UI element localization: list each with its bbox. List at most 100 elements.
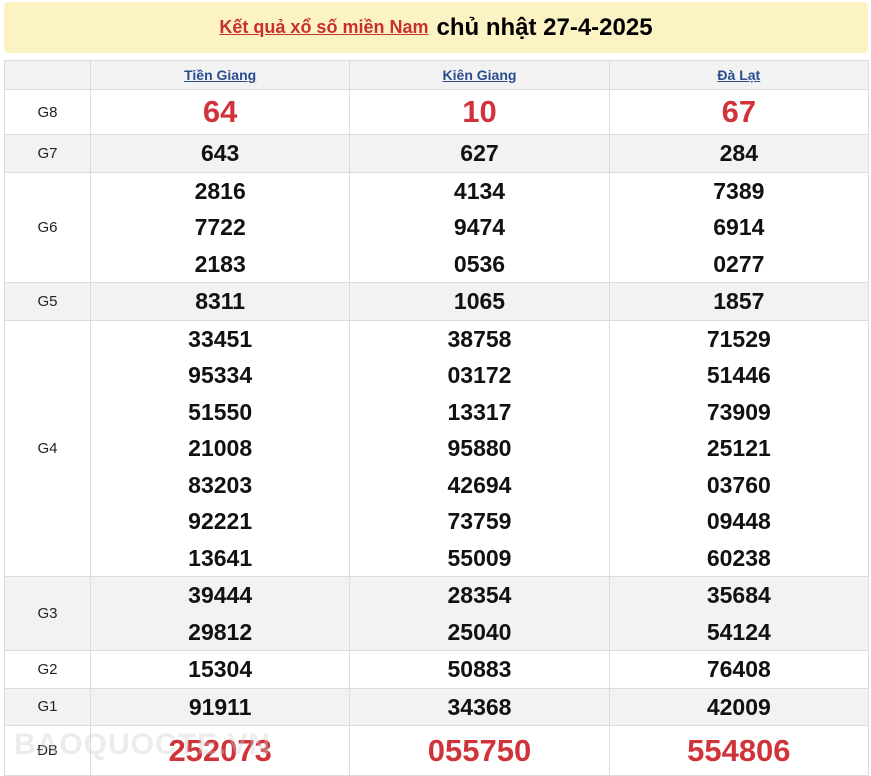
prize-label: ĐB	[4, 725, 91, 776]
result-number: 67	[721, 94, 757, 129]
result-cell: 284	[608, 134, 870, 173]
result-cell: 76408	[608, 650, 870, 689]
result-number: 284	[719, 140, 759, 166]
result-cell: 4134 9474 0536	[349, 171, 610, 283]
province-link[interactable]: Đà Lạt	[717, 67, 761, 83]
result-number: 7722	[194, 214, 246, 240]
result-number: 83203	[188, 471, 253, 498]
result-cell: 42009	[608, 687, 870, 726]
result-number: 0536	[453, 250, 506, 277]
result-number: 252073	[168, 733, 272, 768]
result-number: 03172	[447, 362, 512, 388]
result-number: 71529	[706, 325, 771, 352]
prize-label: G2	[4, 650, 91, 689]
result-number: 51446	[706, 362, 771, 388]
result-number: 95334	[188, 362, 253, 388]
result-number: 60238	[706, 544, 771, 571]
result-number: 33451	[188, 325, 253, 352]
result-cell: 2816 7722 2183	[89, 171, 351, 283]
result-cell: 8311	[89, 282, 351, 321]
prize-label: G4	[4, 319, 91, 577]
results-link[interactable]: Kết quả xổ số miền Nam	[219, 17, 429, 37]
result-number: 10	[462, 94, 497, 129]
result-number: 9474	[453, 214, 506, 240]
province-link[interactable]: Tiền Giang	[184, 67, 257, 83]
prize-row-8: ĐB 252073 055750 554806	[4, 725, 870, 776]
result-number: 15304	[188, 656, 253, 682]
result-number: 42009	[706, 693, 771, 720]
result-number: 2183	[194, 250, 246, 277]
result-cell: 643	[89, 134, 351, 173]
result-cell: 055750	[349, 725, 610, 776]
prize-row-1: G7 643 627 284	[4, 134, 870, 173]
header-row: Tiền Giang Kiên Giang Đà Lạt	[4, 60, 870, 90]
result-number: 6914	[713, 214, 765, 240]
result-number: 21008	[188, 435, 253, 461]
result-cell: 1857	[608, 282, 870, 321]
result-number: 4134	[453, 177, 506, 204]
province-link[interactable]: Kiên Giang	[442, 67, 517, 83]
result-number: 09448	[706, 508, 771, 534]
results-table: Tiền Giang Kiên Giang Đà Lạt G8 64 10 67 G7 6…	[4, 60, 870, 776]
result-number: 95880	[447, 435, 512, 461]
prize-label: G8	[4, 89, 91, 135]
result-number: 51550	[188, 398, 253, 425]
prize-label: G7	[4, 134, 91, 173]
prize-label: G3	[4, 576, 91, 651]
result-number: 554806	[687, 733, 791, 768]
result-cell: 252073	[89, 725, 351, 776]
result-number: 1065	[453, 288, 506, 314]
result-number: 25121	[706, 435, 771, 461]
result-cell: 627	[349, 134, 610, 173]
result-number: 73759	[447, 508, 512, 534]
result-number: 64	[202, 94, 238, 129]
result-number: 25040	[447, 618, 512, 645]
prize-row-2: G6 2816 7722 2183 4134 9474 0536 7389 6914 0277	[4, 171, 870, 283]
prize-row-3: G5 8311 1065 1857	[4, 282, 870, 321]
result-cell: 34368	[349, 687, 610, 726]
result-number: 2816	[194, 177, 246, 204]
result-cell: 7389 6914 0277	[608, 171, 870, 283]
prize-label: G6	[4, 171, 91, 283]
result-cell: 71529 51446 73909 25121 03760 09448 60238	[608, 319, 870, 577]
result-number: 42694	[447, 471, 512, 498]
prize-label: G5	[4, 282, 91, 321]
prize-row-7: G1 91911 34368 42009	[4, 687, 870, 726]
result-cell: 39444 29812	[89, 576, 351, 651]
result-number: 03760	[706, 471, 771, 498]
result-number: 627	[460, 140, 499, 166]
result-cell: 1065	[349, 282, 610, 321]
result-cell: 15304	[89, 650, 351, 689]
result-cell: 64	[89, 89, 351, 135]
result-number: 35684	[706, 582, 771, 608]
result-cell: 554806	[608, 725, 870, 776]
prize-row-0: G8 64 10 67	[4, 89, 870, 135]
result-cell: 33451 95334 51550 21008 83203 92221 13641	[89, 319, 351, 577]
result-cell: 91911	[89, 687, 351, 726]
result-cell: 38758 03172 13317 95880 42694 73759 55009	[349, 319, 610, 577]
result-number: 39444	[188, 582, 253, 608]
title-bar: Kết quả xổ số miền Nam chủ nhật 27-4-202…	[4, 2, 868, 53]
result-cell: 35684 54124	[608, 576, 870, 651]
result-cell: 67	[608, 89, 870, 135]
result-number: 54124	[706, 618, 771, 645]
result-cell: 50883	[349, 650, 610, 689]
result-number: 643	[200, 140, 240, 166]
result-number: 91911	[188, 693, 252, 720]
result-number: 34368	[447, 693, 512, 720]
result-number: 13641	[188, 544, 253, 571]
prize-label: G1	[4, 687, 91, 726]
result-number: 50883	[447, 656, 512, 682]
prize-row-6: G2 15304 50883 76408	[4, 650, 870, 689]
result-cell: 28354 25040	[349, 576, 610, 651]
result-number: 13317	[447, 398, 512, 425]
result-number: 92221	[188, 508, 253, 534]
result-number: 73909	[706, 398, 771, 425]
result-number: 29812	[188, 618, 253, 645]
result-number: 0277	[713, 250, 765, 277]
prize-row-4: G4 33451 95334 51550 21008 83203 92221 13641 387…	[4, 319, 870, 577]
result-number: 055750	[427, 733, 532, 768]
prize-row-5: G3 39444 29812 28354 25040 35684 54124	[4, 576, 870, 651]
result-number: 8311	[195, 288, 246, 314]
result-cell: 10	[349, 89, 610, 135]
